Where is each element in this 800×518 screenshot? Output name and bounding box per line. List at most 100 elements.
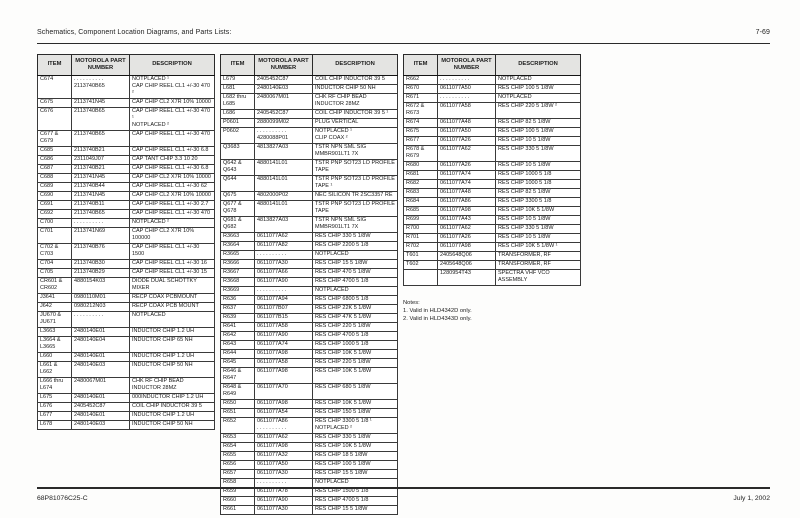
cell-item: R700 [403,223,438,234]
cell-part: 0611077A62 [254,231,313,242]
table-row: R670 0611077A50 RES CHIP 100 5 1/8W [403,83,581,94]
cell-part: . . . . . . . . . . [71,310,130,328]
cell-item: P0602 [220,126,255,144]
cell-part: 0611077A50 [437,126,496,137]
cell-desc: RES CHIP 6800 5 1/8 [312,294,398,305]
cell-desc: CAP CHIP REEL CL1 +/-30 2.7 [129,199,215,210]
table-row: C687 2113740B21 CAP CHIP REEL CL1 +/-30 6.… [37,163,215,174]
column-header-description: DESCRIPTION [129,54,215,76]
cell-item: C701 [37,226,72,244]
cell-item: R3666 [220,258,255,269]
table-row: L661 & L662 2480140E03 INDUCTOR CHIP 50 NH [37,360,215,378]
cell-desc: RES CHIP 15 5 1/8W [312,258,398,269]
cell-item: R682 [403,178,438,189]
table-row: C689 2113740B44 CAP CHIP REEL CL1 +/-30 62 [37,181,215,192]
table-row: R643 0611077A74 RES CHIP 1000 5 1/8 [220,339,398,350]
cell-item: C688 [37,172,72,183]
table-row: L3663 2480140E01 INDUCTOR CHIP 1.2 UH [37,326,215,337]
table-row: R655 0611077A32 RES CHIP 18 5 1/8W [220,450,398,461]
cell-item: R637 [220,303,255,314]
cell-item: R701 [403,232,438,243]
cell-part: 2480140E03 [71,419,130,430]
cell-part: 2405648Q06 [437,259,496,270]
column-header-description: DESCRIPTION [495,54,581,76]
cell-desc: TSTR PNP SOT23 LO PROFILE TAPE ¹ [312,174,398,192]
cell-part: . . . . . . . . . . [437,74,496,85]
cell-item: R3667 [220,267,255,278]
cell-part: 0611077A26 [437,135,496,146]
cell-item: L675 [37,392,72,403]
table-row: C690 2113741N45 CAP CHIP CL2 X7R 10% 10000 [37,190,215,201]
cell-part: 0611077A43 [437,214,496,225]
cell-item: R644 [220,348,255,359]
table-row: R675 0611077A50 RES CHIP 100 5 1/8W [403,126,581,137]
cell-part: 0611077A70 [254,382,313,400]
table-row: C691 2113740B11 CAP CHIP REEL CL1 +/-30 2.… [37,199,215,210]
cell-item: Q677 & Q678 [220,199,255,217]
cell-part: 2880099M02 [254,117,313,128]
cell-item: R683 [403,187,438,198]
cell-desc: NOTPLACED [312,249,398,260]
table-row: R683 0611077A48 RES CHIP 82 5 1/8W [403,187,581,198]
cell-item: Q644 [220,174,255,192]
cell-desc: CAP CHIP REEL CL1 +/-30 16 [129,258,215,269]
cell-part: 0611077A30 [254,504,313,515]
column-header-item: ITEM [37,54,72,76]
cell-desc: RES CHIP 10K 5 1/8W [312,366,398,384]
table-header: ITEM MOTOROLA PART NUMBER DESCRIPTION [220,54,398,76]
table-row: C677 & C679 2113740B65 CAP CHIP REEL CL1 +… [37,129,215,147]
cell-item: C674 [37,74,72,99]
table-row: L681 2480140E03 INDUCTOR CHIP 50 NH [220,83,398,94]
cell-desc: RES CHIP 47K 5 1/8W [312,312,398,323]
page-footer: 68P81076C25-C July 1, 2002 [37,495,770,502]
cell-item: R657 [220,468,255,479]
cell-desc: CAP CHIP CL2 X7R 10% 10000 [129,190,215,201]
cell-item: L681 [220,83,255,94]
cell-part: 2480140E01 [71,410,130,421]
cell-part: 0611077A90 [254,330,313,341]
cell-part: 2113740B29 [71,267,130,278]
cell-desc: TSTR NPN SML SIG MMBR901LT1 7X [312,215,398,233]
cell-part: 2480067M01 [254,92,313,110]
cell-part: 2405452C87 [254,108,313,119]
cell-desc: RES CHIP 15 5 1/8W [312,468,398,479]
table-row: Q644 4880141L01 TSTR PNP SOT23 LO PROFILE … [220,174,398,192]
cell-part: 2480140E01 [71,351,130,362]
table-row: R671. . . . . . . . . . NOTPLACED [403,92,581,103]
cell-part: . . . . . . . . . . 4280088P01 [254,126,313,144]
header-title: Schematics, Component Location Diagrams,… [37,29,232,36]
cell-desc: TRANSFORMER, RF [495,259,581,270]
cell-desc: RES CHIP 82 5 1/8W [495,187,581,198]
table-row: C700. . . . . . . . . . NOTPLACED ² [37,217,215,228]
cell-desc: RES CHIP 10K 5 1/8W [495,205,581,216]
cell-part: 0611077A62 [437,144,496,162]
cell-item: Q642 & Q643 [220,158,255,176]
cell-desc: CAP CHIP REEL CL1 +/-30 6.8 [129,163,215,174]
cell-desc: CAP CHIP REEL CL1 +/-30 6.8 [129,145,215,156]
cell-part: 0611077A30 [254,258,313,269]
cell-part: 0611077A98 [254,441,313,452]
cell-part: 2480140E03 [71,360,130,378]
cell-part: 2113740B76 [71,242,130,260]
table-row: JU670 & JU671. . . . . . . . . . NOTPLACE… [37,310,215,328]
table-row: L676 2405452C87 COIL CHIP INDUCTOR 39 5 [37,401,215,412]
cell-item: L678 [37,419,72,430]
note-item: 1. Valid in HLD4342D only. [403,307,472,314]
publication-date: July 1, 2002 [733,495,770,502]
cell-desc: RES CHIP 4700 5 1/8 [312,276,398,287]
cell-desc: RECP COAX PCBMOUNT [129,292,215,303]
cell-desc: RES CHIP 220 5 1/8W [312,357,398,368]
table-row: R680 0611077A26 RES CHIP 10 5 1/8W [403,160,581,171]
cell-item: C692 [37,208,72,219]
cell-desc: CHK RF CHIP BEAD INDUCTOR 28MZ [312,92,398,110]
cell-part: 2405648Q06 [437,250,496,261]
cell-desc: RES CHIP 15 5 1/8W [312,504,398,515]
column-header-part-number: MOTOROLA PART NUMBER [437,54,496,76]
cell-desc: 000INDUCTOR CHIP 1.2 UH [129,392,215,403]
cell-desc: RECP COAX PCB MOUNT [129,301,215,312]
cell-desc: PLUG VERTICAL [312,117,398,128]
cell-part: 0611077A30 [254,468,313,479]
table-row: C676 2113740B65 CAP CHIP REEL CL1 +/-30 47… [37,106,215,131]
table-row: R656 0611077A50 RES CHIP 100 5 1/8W [220,459,398,470]
cell-part: 0611077A48 [437,117,496,128]
